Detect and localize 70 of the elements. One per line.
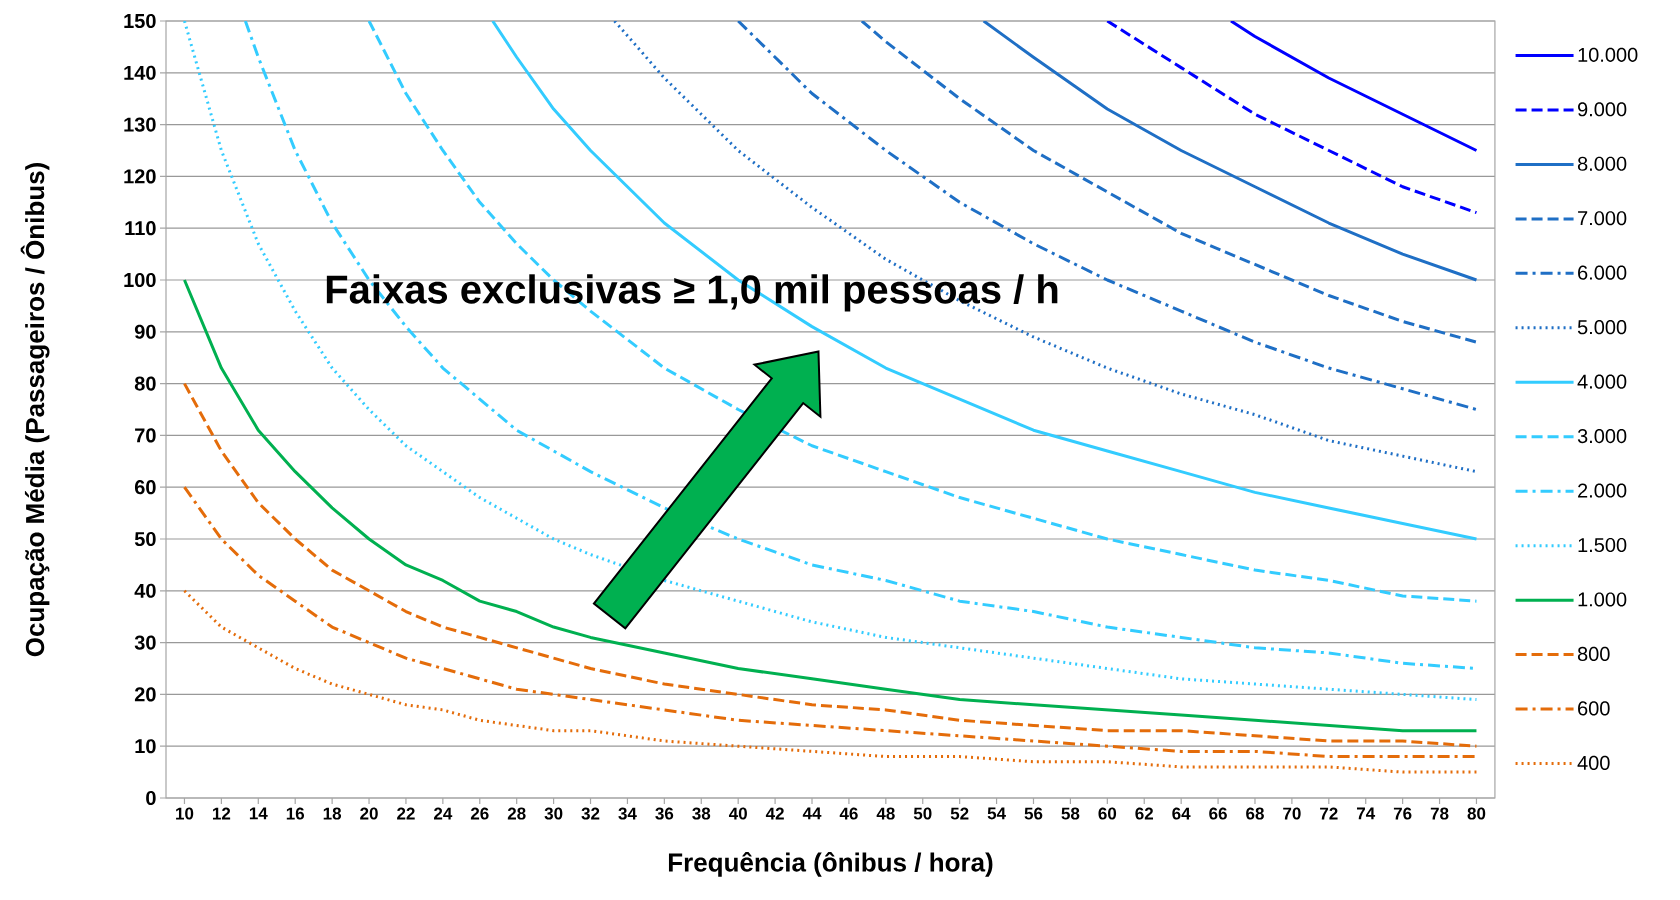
x-tick-label: 60 xyxy=(1098,807,1117,820)
x-tick-label: 64 xyxy=(1172,807,1191,820)
x-tick-label: 80 xyxy=(1467,807,1486,820)
legend-label: 5.000 xyxy=(1577,320,1627,335)
legend-label: 4.000 xyxy=(1577,374,1627,389)
x-tick-label: 54 xyxy=(987,807,1006,820)
x-tick-label: 14 xyxy=(249,807,268,820)
y-tick-label: 70 xyxy=(135,428,156,443)
x-tick-label: 34 xyxy=(618,807,637,820)
line-series xyxy=(1229,20,1478,152)
x-tick-label: 38 xyxy=(692,807,711,820)
x-tick-label: 72 xyxy=(1320,807,1338,820)
x-tick-label: 18 xyxy=(323,807,342,820)
x-tick-label: 70 xyxy=(1283,807,1301,820)
legend-label: 400 xyxy=(1577,755,1610,770)
x-tick-label: 56 xyxy=(1024,807,1043,820)
x-tick-label: 30 xyxy=(544,807,563,820)
legend-label: 9.000 xyxy=(1578,102,1627,117)
legend-label: 1.500 xyxy=(1578,537,1627,553)
legend-label: 2.000 xyxy=(1578,483,1627,498)
y-tick-label: 150 xyxy=(124,13,156,29)
y-tick-label: 50 xyxy=(134,531,156,547)
x-tick-label: 78 xyxy=(1430,807,1449,820)
legend-label: 3.000 xyxy=(1577,429,1627,444)
y-tick-label: 120 xyxy=(124,169,156,184)
y-tick-label: 10 xyxy=(135,739,156,754)
x-tick-label: 76 xyxy=(1393,807,1412,820)
x-tick-label: 68 xyxy=(1246,807,1264,820)
x-tick-label: 28 xyxy=(507,807,526,820)
x-tick-label: 22 xyxy=(397,807,415,820)
y-tick-label: 30 xyxy=(134,635,156,650)
y-tick-label: 140 xyxy=(124,65,156,80)
y-axis-title: Ocupação Média (Passageiros / Ônibus) xyxy=(20,162,50,657)
line-series xyxy=(1105,20,1478,215)
x-tick-label: 66 xyxy=(1209,807,1227,820)
legend-label: 1.000 xyxy=(1578,592,1627,607)
x-tick-label: 48 xyxy=(876,807,895,820)
x-tick-label: 40 xyxy=(728,807,747,820)
x-tick-label: 62 xyxy=(1135,807,1153,820)
x-tick-label: 36 xyxy=(655,807,674,820)
x-tick-label: 44 xyxy=(802,807,822,820)
y-tick-label: 80 xyxy=(134,376,156,391)
legend-label: 6.000 xyxy=(1578,265,1627,280)
x-tick-label: 50 xyxy=(913,807,932,820)
y-tick-label: 60 xyxy=(134,480,156,495)
y-tick-label: 20 xyxy=(134,687,156,702)
x-tick-label: 32 xyxy=(581,807,600,820)
x-tick-label: 42 xyxy=(765,807,784,820)
x-tick-label: 74 xyxy=(1357,807,1376,820)
x-tick-label: 26 xyxy=(470,807,489,820)
y-tick-label: 90 xyxy=(134,324,156,339)
x-tick-label: 10 xyxy=(176,807,194,820)
legend-label: 600 xyxy=(1578,701,1610,716)
x-tick-label: 12 xyxy=(212,807,231,820)
x-tick-label: 52 xyxy=(950,807,969,820)
legend-label: 800 xyxy=(1577,646,1610,662)
x-axis-title: Frequência (ônibus / hora) xyxy=(668,852,993,877)
y-tick-label: 130 xyxy=(124,117,156,132)
y-tick-label: 110 xyxy=(125,221,156,236)
legend-label: 10.000 xyxy=(1578,47,1638,62)
x-tick-label: 16 xyxy=(286,807,305,820)
y-tick-label: 0 xyxy=(146,790,156,806)
x-tick-label: 46 xyxy=(839,807,858,820)
x-tick-label: 24 xyxy=(434,807,453,820)
legend-label: 7.000 xyxy=(1578,211,1627,226)
y-tick-label: 100 xyxy=(124,272,156,288)
x-tick-label: 20 xyxy=(360,807,378,820)
x-tick-label: 58 xyxy=(1061,807,1080,820)
y-tick-label: 40 xyxy=(134,583,156,598)
legend-label: 8.000 xyxy=(1577,156,1627,171)
